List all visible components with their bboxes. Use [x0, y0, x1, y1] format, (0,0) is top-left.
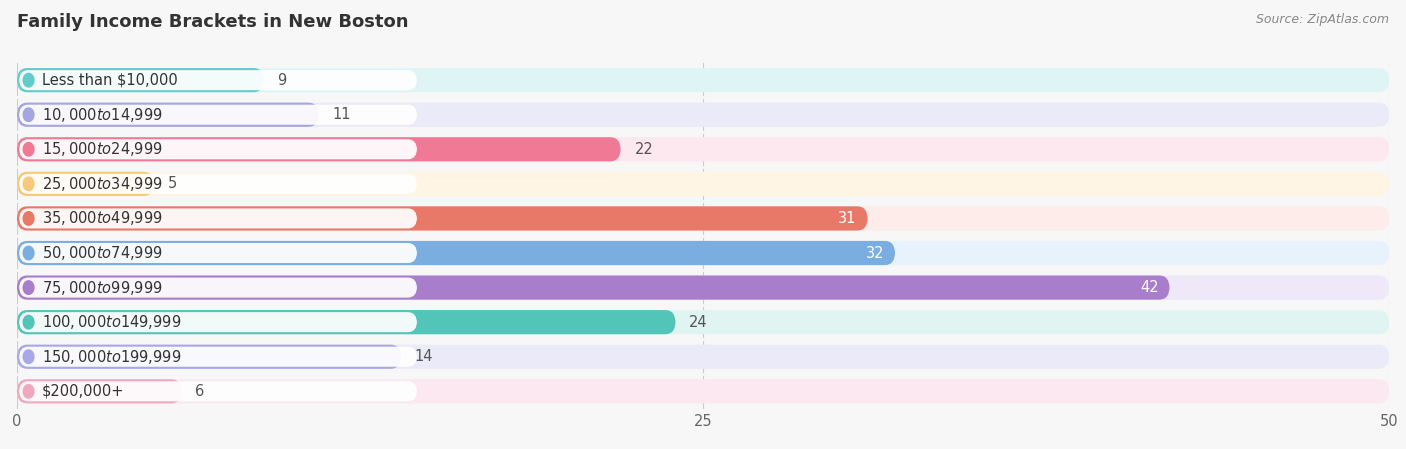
- Circle shape: [22, 211, 34, 225]
- Text: Source: ZipAtlas.com: Source: ZipAtlas.com: [1256, 13, 1389, 26]
- Text: $75,000 to $99,999: $75,000 to $99,999: [42, 278, 163, 297]
- FancyBboxPatch shape: [20, 277, 418, 298]
- FancyBboxPatch shape: [17, 172, 155, 196]
- Circle shape: [22, 177, 34, 191]
- Circle shape: [22, 142, 34, 156]
- FancyBboxPatch shape: [17, 310, 1389, 334]
- Circle shape: [22, 73, 34, 87]
- Text: 42: 42: [1140, 280, 1159, 295]
- FancyBboxPatch shape: [17, 103, 319, 127]
- Text: 6: 6: [195, 384, 204, 399]
- Text: 31: 31: [838, 211, 856, 226]
- Text: 24: 24: [689, 315, 707, 330]
- Text: 5: 5: [167, 176, 177, 191]
- Circle shape: [22, 315, 34, 329]
- FancyBboxPatch shape: [17, 345, 401, 369]
- Text: 14: 14: [415, 349, 433, 364]
- FancyBboxPatch shape: [20, 347, 418, 367]
- Text: 9: 9: [277, 73, 287, 88]
- Circle shape: [22, 384, 34, 398]
- FancyBboxPatch shape: [20, 243, 418, 263]
- Text: $35,000 to $49,999: $35,000 to $49,999: [42, 209, 163, 228]
- Text: $25,000 to $34,999: $25,000 to $34,999: [42, 175, 163, 193]
- FancyBboxPatch shape: [17, 68, 1389, 92]
- Text: $150,000 to $199,999: $150,000 to $199,999: [42, 348, 181, 366]
- Text: $15,000 to $24,999: $15,000 to $24,999: [42, 140, 163, 158]
- FancyBboxPatch shape: [20, 312, 418, 332]
- FancyBboxPatch shape: [20, 70, 418, 90]
- Circle shape: [22, 108, 34, 122]
- Text: 11: 11: [332, 107, 352, 122]
- FancyBboxPatch shape: [17, 137, 620, 161]
- FancyBboxPatch shape: [17, 241, 1389, 265]
- Text: $10,000 to $14,999: $10,000 to $14,999: [42, 106, 163, 124]
- Circle shape: [22, 350, 34, 364]
- FancyBboxPatch shape: [20, 105, 418, 125]
- FancyBboxPatch shape: [17, 379, 181, 403]
- FancyBboxPatch shape: [17, 137, 1389, 161]
- Text: $100,000 to $149,999: $100,000 to $149,999: [42, 313, 181, 331]
- FancyBboxPatch shape: [17, 103, 1389, 127]
- FancyBboxPatch shape: [17, 345, 1389, 369]
- FancyBboxPatch shape: [17, 276, 1170, 299]
- FancyBboxPatch shape: [17, 310, 675, 334]
- FancyBboxPatch shape: [20, 139, 418, 159]
- Circle shape: [22, 246, 34, 260]
- FancyBboxPatch shape: [20, 208, 418, 229]
- Text: Less than $10,000: Less than $10,000: [42, 73, 179, 88]
- FancyBboxPatch shape: [17, 172, 1389, 196]
- Text: Family Income Brackets in New Boston: Family Income Brackets in New Boston: [17, 13, 408, 31]
- FancyBboxPatch shape: [20, 174, 418, 194]
- Text: 22: 22: [634, 142, 654, 157]
- FancyBboxPatch shape: [17, 276, 1389, 299]
- Circle shape: [22, 281, 34, 295]
- FancyBboxPatch shape: [17, 241, 896, 265]
- Text: $50,000 to $74,999: $50,000 to $74,999: [42, 244, 163, 262]
- FancyBboxPatch shape: [17, 379, 1389, 403]
- Text: 32: 32: [866, 246, 884, 260]
- FancyBboxPatch shape: [17, 207, 868, 230]
- FancyBboxPatch shape: [17, 68, 264, 92]
- FancyBboxPatch shape: [20, 381, 418, 401]
- FancyBboxPatch shape: [17, 207, 1389, 230]
- Text: $200,000+: $200,000+: [42, 384, 125, 399]
